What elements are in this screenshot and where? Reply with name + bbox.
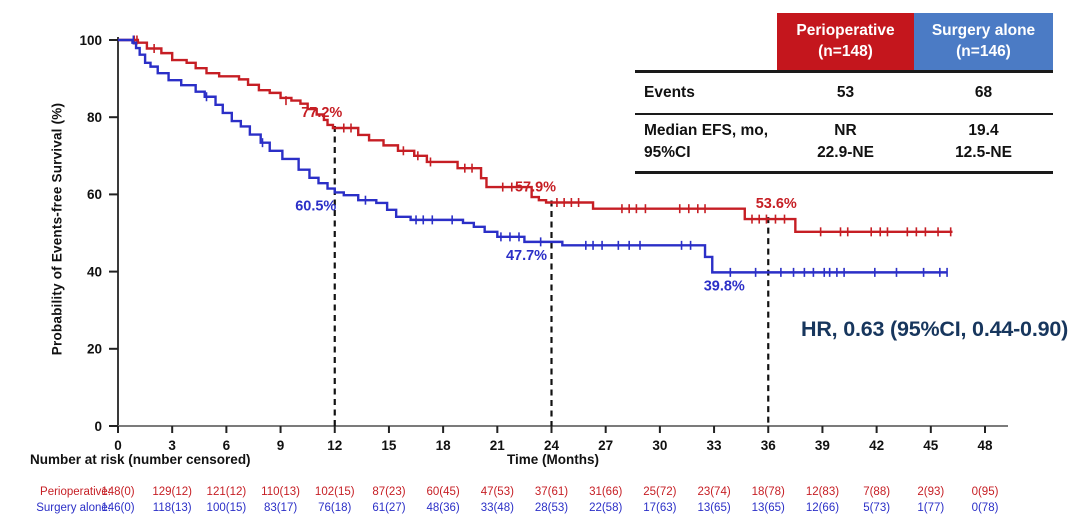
- at-risk-value: 83(17): [263, 502, 298, 514]
- landmark-label-perioperative-24mo: 57.9%: [515, 180, 556, 196]
- x-axis-tick-label: 21: [490, 438, 506, 453]
- at-risk-value: 47(53): [480, 486, 514, 498]
- y-axis-tick-label: 40: [87, 264, 102, 279]
- hazard-ratio-annotation: HR, 0.63 (95%CI, 0.44-0.90): [801, 317, 1069, 341]
- x-axis-tick-label: 48: [977, 438, 993, 453]
- at-risk-value: 100(15): [206, 502, 247, 514]
- at-risk-value: 61(27): [372, 502, 406, 514]
- x-axis-title: Time (Months): [507, 452, 599, 467]
- stats-row-median-efs: Median EFS, mo, 95%CI NR 22.9-NE 19.4 12…: [635, 115, 1053, 174]
- at-risk-value: 5(73): [863, 502, 891, 514]
- y-axis-tick-label: 0: [94, 419, 102, 434]
- x-axis-tick-label: 18: [436, 438, 452, 453]
- stats-header-row: Perioperative (n=148) Surgery alone (n=1…: [635, 13, 1053, 70]
- x-axis-tick-label: 0: [114, 438, 122, 453]
- landmark-label-perioperative-36mo: 53.6%: [756, 196, 797, 212]
- at-risk-value: 25(72): [643, 486, 677, 498]
- y-axis-tick-label: 60: [87, 187, 102, 202]
- x-axis-tick-label: 12: [327, 438, 342, 453]
- at-risk-value: 31(66): [589, 486, 623, 498]
- at-risk-value: 18(78): [751, 486, 785, 498]
- stats-row-events: Events 53 68: [635, 70, 1053, 115]
- stats-header-perioperative: Perioperative (n=148): [777, 13, 914, 70]
- stats-header-surgery-n: (n=146): [956, 42, 1011, 60]
- y-axis-title: Probability of Events-free Survival (%): [49, 102, 65, 356]
- at-risk-value: 22(58): [589, 502, 623, 514]
- stats-header-spacer: [635, 13, 777, 70]
- at-risk-value: 118(13): [152, 502, 192, 514]
- km-curve-surgery-alone: [118, 38, 948, 274]
- stats-events-perioperative: 53: [836, 84, 855, 101]
- at-risk-value: 0(95): [971, 486, 999, 498]
- x-axis-tick-label: 24: [544, 438, 560, 453]
- at-risk-row-label: Perioperative:: [40, 486, 111, 498]
- x-axis-tick-label: 36: [761, 438, 777, 453]
- at-risk-value: 148(0): [101, 486, 135, 498]
- at-risk-value: 12(66): [805, 502, 840, 514]
- at-risk-value: 121(12): [206, 486, 247, 498]
- at-risk-value: 23(74): [697, 486, 731, 498]
- at-risk-value: 37(61): [534, 486, 569, 498]
- x-axis-tick-label: 33: [707, 438, 723, 453]
- at-risk-value: 76(18): [318, 502, 352, 514]
- at-risk-row-perioperative: Perioperative: 148(0) 129(12) 121(12) 110(13…: [0, 486, 1080, 501]
- number-at-risk-title: Number at risk (number censored): [30, 452, 251, 467]
- at-risk-value: 12(83): [805, 486, 840, 498]
- x-axis-tick-label: 9: [277, 438, 285, 453]
- at-risk-row-label: Surgery alone:: [36, 502, 111, 514]
- stats-header-perioperative-n: (n=148): [818, 42, 873, 60]
- landmark-label-surgery-36mo: 39.8%: [704, 278, 745, 294]
- stats-median-perioperative-ci: 22.9-NE: [817, 144, 874, 162]
- at-risk-value: 13(65): [697, 502, 731, 514]
- at-risk-value: 7(88): [863, 486, 891, 498]
- stats-header-surgery: Surgery alone (n=146): [914, 13, 1053, 70]
- stats-events-surgery: 68: [974, 84, 993, 101]
- landmark-label-perioperative-12mo: 77.2%: [301, 105, 342, 121]
- x-axis-tick-label: 6: [223, 438, 231, 453]
- x-axis-tick-label: 42: [869, 438, 884, 453]
- summary-stats-table: Perioperative (n=148) Surgery alone (n=1…: [635, 13, 1053, 174]
- x-axis-tick-label: 30: [652, 438, 667, 453]
- at-risk-value: 1(77): [917, 502, 945, 514]
- at-risk-value: 48(36): [426, 502, 460, 514]
- y-axis-tick-label: 100: [79, 33, 102, 48]
- stats-median-label-line1: Median EFS, mo,: [644, 122, 769, 139]
- at-risk-row-surgery-alone: Surgery alone: 146(0) 118(13) 100(15) 83(17)…: [0, 502, 1080, 517]
- stats-median-surgery: 19.4 12.5-NE: [914, 120, 1053, 165]
- stats-header-perioperative-label: Perioperative: [796, 22, 895, 40]
- stats-median-perioperative-value: NR: [834, 122, 857, 139]
- x-axis-tick-label: 3: [168, 438, 176, 453]
- stats-median-label: Median EFS, mo, 95%CI: [635, 120, 777, 165]
- stats-median-perioperative: NR 22.9-NE: [777, 120, 914, 165]
- stats-median-surgery-ci: 12.5-NE: [955, 144, 1012, 162]
- at-risk-value: 60(45): [426, 486, 460, 498]
- at-risk-value: 87(23): [372, 486, 406, 498]
- x-axis-tick-label: 15: [381, 438, 397, 453]
- at-risk-value: 28(53): [534, 502, 569, 514]
- km-curve-perioperative: [118, 38, 953, 234]
- x-axis-tick-label: 45: [923, 438, 939, 453]
- landmark-label-surgery-12mo: 60.5%: [295, 198, 336, 214]
- at-risk-value: 146(0): [101, 502, 135, 514]
- at-risk-value: 129(12): [152, 486, 193, 498]
- at-risk-value: 33(48): [480, 502, 514, 514]
- x-axis-tick-label: 27: [598, 438, 613, 453]
- y-axis-tick-label: 20: [87, 342, 102, 357]
- landmark-label-surgery-24mo: 47.7%: [506, 248, 547, 264]
- stats-median-surgery-value: 19.4: [968, 122, 999, 139]
- stats-header-surgery-label: Surgery alone: [931, 22, 1036, 40]
- x-axis-tick-label: 39: [815, 438, 830, 453]
- at-risk-value: 2(93): [917, 486, 945, 498]
- at-risk-value: 17(63): [643, 502, 677, 514]
- y-axis-tick-label: 80: [87, 110, 102, 125]
- at-risk-value: 110(13): [261, 486, 300, 498]
- at-risk-value: 102(15): [314, 486, 355, 498]
- at-risk-value: 13(65): [751, 502, 785, 514]
- at-risk-value: 0(78): [971, 502, 999, 514]
- stats-median-label-line2: 95%CI: [644, 144, 691, 162]
- stats-events-label: Events: [644, 84, 695, 101]
